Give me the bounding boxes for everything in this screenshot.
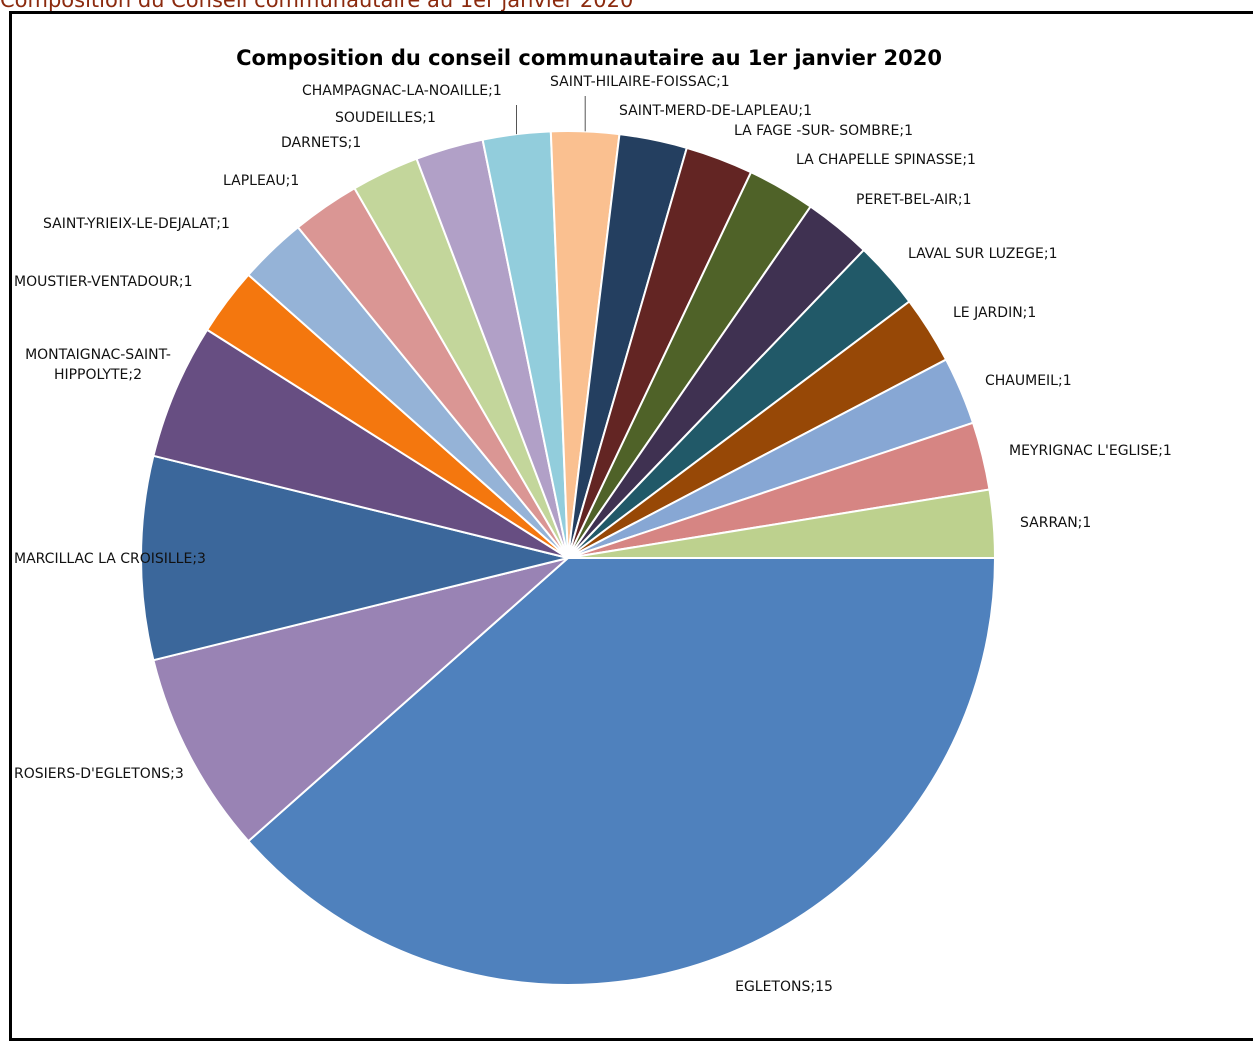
- slice-label: MOUSTIER-VENTADOUR;1: [14, 274, 193, 290]
- pie-chart: Composition du conseil communautaire au …: [14, 46, 1172, 995]
- pie-slice: [140, 454, 569, 662]
- slice-label: PERET-BEL-AIR;1: [856, 192, 972, 208]
- leader-lines: [516, 96, 586, 135]
- slice-label: SAINT-MERD-DE-LAPLEAU;1: [619, 103, 812, 119]
- slice-label: DARNETS;1: [281, 135, 361, 151]
- slice-label: SAINT-HILAIRE-FOISSAC;1: [550, 74, 730, 90]
- slice-label: LA FAGE -SUR- SOMBRE;1: [734, 123, 913, 139]
- slice-label: SARRAN;1: [1020, 515, 1091, 531]
- slice-label: SAINT-YRIEIX-LE-DEJALAT;1: [43, 216, 230, 232]
- slice-label: MEYRIGNAC L'EGLISE;1: [1009, 443, 1172, 459]
- slice-label: LE JARDIN;1: [953, 305, 1036, 321]
- page-heading: Composition du Conseil communautaire au …: [0, 0, 1253, 11]
- pie-slice: [567, 488, 997, 559]
- slice-label: CHAUMEIL;1: [985, 373, 1072, 389]
- pie-slices: [140, 130, 997, 986]
- pie-slice: [152, 557, 569, 843]
- slice-label: LA CHAPELLE SPINASSE;1: [796, 152, 976, 168]
- chart-title: Composition du conseil communautaire au …: [236, 46, 942, 70]
- slice-label: LAPLEAU;1: [223, 173, 299, 189]
- slice-label: LAVAL SUR LUZEGE;1: [908, 246, 1057, 262]
- slice-label: MONTAIGNAC-SAINT-HIPPOLYTE;2: [25, 347, 171, 383]
- slice-label: EGLETONS;15: [735, 979, 833, 995]
- slice-label: CHAMPAGNAC-LA-NOAILLE;1: [302, 83, 502, 99]
- slice-labels: EGLETONS;15 ROSIERS-D'EGLETONS;3 MARCILLAC…: [14, 74, 1172, 995]
- slice-label: SOUDEILLES;1: [335, 110, 436, 126]
- slice-label: ROSIERS-D'EGLETONS;3: [14, 766, 184, 782]
- chart-frame: Composition du conseil communautaire au …: [9, 11, 1253, 1041]
- slice-label: MARCILLAC LA CROISILLE;3: [14, 551, 206, 567]
- pie-slice: [246, 557, 997, 986]
